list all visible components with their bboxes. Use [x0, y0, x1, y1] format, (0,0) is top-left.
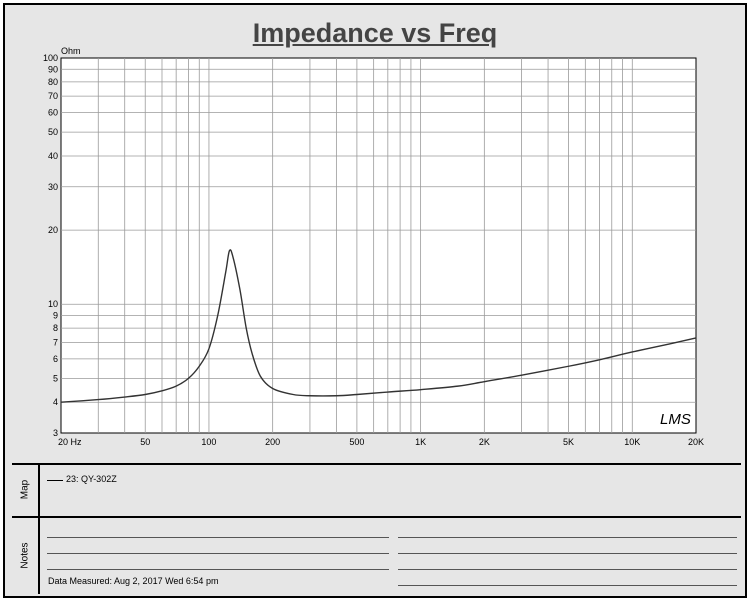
y-tick-label: 8: [53, 323, 58, 333]
impedance-curve: [60, 249, 697, 403]
grid-lines: [61, 58, 696, 433]
note-line: [398, 537, 737, 538]
x-tick-label: 500: [349, 437, 364, 447]
x-tick-label: 10K: [624, 437, 640, 447]
y-tick-label: 100: [43, 53, 58, 63]
note-line: [47, 537, 389, 538]
map-label: Map: [19, 479, 31, 500]
y-tick-label: 80: [48, 77, 58, 87]
x-tick-label: 50: [140, 437, 150, 447]
y-tick-label: 70: [48, 91, 58, 101]
y-tick-label: 9: [53, 311, 58, 321]
y-tick-label: 7: [53, 337, 58, 347]
y-tick-label: 60: [48, 108, 58, 118]
x-tick-label: 100: [201, 437, 216, 447]
measured-date: Data Measured: Aug 2, 2017 Wed 6:54 pm: [48, 576, 219, 586]
lms-logo: LMS: [660, 411, 691, 428]
x-tick-label: 20 Hz: [58, 437, 82, 447]
y-tick-label: 30: [48, 182, 58, 192]
map-label-divider: [38, 463, 40, 594]
y-tick-label: 50: [48, 127, 58, 137]
legend-swatch: [47, 480, 63, 481]
y-tick-label: 3: [53, 428, 58, 438]
y-tick-label: 90: [48, 64, 58, 74]
x-tick-label: 2K: [479, 437, 490, 447]
y-tick-label: 20: [48, 225, 58, 235]
x-tick-label: 5K: [563, 437, 574, 447]
notes-top-divider: [12, 516, 741, 518]
x-tick-label: 20K: [688, 437, 704, 447]
y-tick-label: 5: [53, 373, 58, 383]
note-line: [398, 569, 737, 570]
y-tick-label: 40: [48, 151, 58, 161]
note-line: [47, 569, 389, 570]
y-tick-label: 6: [53, 354, 58, 364]
plot-area: [60, 57, 697, 434]
note-line: [398, 553, 737, 554]
x-tick-label: 1K: [415, 437, 426, 447]
y-tick-label: 4: [53, 397, 58, 407]
y-tick-label: 10: [48, 299, 58, 309]
map-top-divider: [12, 463, 741, 465]
chart-title: Impedance vs Freq: [252, 18, 498, 48]
notes-label: Notes: [19, 542, 31, 569]
x-tick-label: 200: [265, 437, 280, 447]
note-line: [47, 553, 389, 554]
note-line: [398, 585, 737, 586]
y-axis-label: Ohm: [61, 46, 81, 56]
x-tick-labels: 20 Hz 50 100 200 500 1K 2K 5K 10K 20K: [58, 437, 704, 447]
legend-entry: 23: QY-302Z: [66, 474, 117, 484]
